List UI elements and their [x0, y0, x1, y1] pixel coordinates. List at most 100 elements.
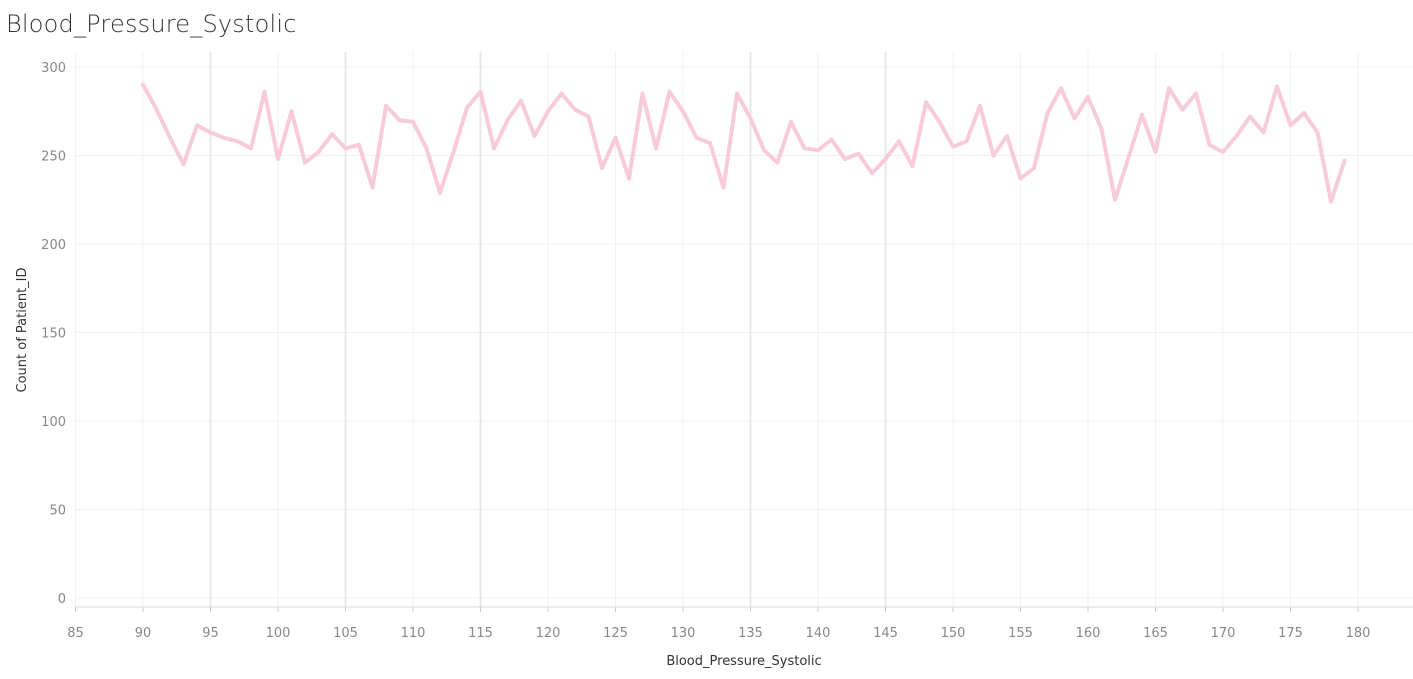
- data-point[interactable]: [1032, 165, 1036, 170]
- data-point[interactable]: [843, 157, 847, 161]
- data-point[interactable]: [1113, 197, 1117, 202]
- data-point[interactable]: [1086, 95, 1090, 100]
- data-point[interactable]: [1072, 116, 1077, 121]
- data-point[interactable]: [262, 89, 267, 94]
- data-point[interactable]: [1126, 155, 1131, 160]
- data-point[interactable]: [1194, 91, 1198, 96]
- data-point[interactable]: [1059, 86, 1063, 91]
- data-point[interactable]: [249, 146, 253, 151]
- chart-title: Blood_Pressure_Systolic: [6, 10, 297, 38]
- data-point[interactable]: [802, 146, 807, 151]
- data-point[interactable]: [586, 114, 591, 119]
- data-point[interactable]: [573, 107, 577, 112]
- data-point[interactable]: [222, 135, 226, 140]
- data-point[interactable]: [316, 150, 321, 154]
- data-point[interactable]: [208, 130, 213, 135]
- data-point[interactable]: [1153, 150, 1158, 154]
- data-point[interactable]: [154, 107, 159, 112]
- data-point[interactable]: [856, 151, 861, 156]
- data-point[interactable]: [910, 164, 915, 169]
- data-point[interactable]: [654, 146, 658, 151]
- data-point[interactable]: [600, 165, 604, 170]
- data-point[interactable]: [384, 103, 388, 108]
- data-point[interactable]: [451, 150, 456, 154]
- data-point[interactable]: [546, 109, 550, 114]
- data-point[interactable]: [1207, 142, 1212, 147]
- data-point[interactable]: [370, 185, 375, 190]
- data-point[interactable]: [330, 132, 334, 137]
- data-point[interactable]: [235, 139, 240, 144]
- data-point[interactable]: [276, 157, 280, 161]
- data-point[interactable]: [532, 134, 537, 138]
- x-tick-label: 170: [1211, 626, 1236, 641]
- data-point[interactable]: [478, 89, 483, 94]
- data-point[interactable]: [708, 141, 712, 146]
- data-point[interactable]: [168, 135, 172, 140]
- data-point[interactable]: [1140, 112, 1144, 117]
- data-point[interactable]: [735, 91, 739, 96]
- data-point[interactable]: [748, 116, 753, 121]
- data-point[interactable]: [681, 109, 685, 114]
- data-point[interactable]: [1099, 126, 1104, 131]
- data-point[interactable]: [762, 148, 766, 153]
- gridlines: [75, 52, 1413, 607]
- data-point[interactable]: [1018, 176, 1023, 181]
- data-point[interactable]: [303, 160, 307, 165]
- data-point[interactable]: [694, 135, 699, 140]
- data-point[interactable]: [1045, 111, 1050, 115]
- data-point[interactable]: [1288, 123, 1293, 128]
- data-point[interactable]: [1180, 107, 1185, 112]
- data-point[interactable]: [1329, 199, 1333, 204]
- data-point[interactable]: [870, 171, 874, 176]
- data-point[interactable]: [505, 118, 510, 123]
- y-tick-label: 100: [41, 415, 66, 430]
- data-point[interactable]: [559, 91, 564, 96]
- data-point[interactable]: [951, 144, 955, 149]
- data-point[interactable]: [195, 123, 199, 128]
- data-point[interactable]: [1234, 134, 1239, 138]
- data-point[interactable]: [465, 105, 469, 110]
- data-point[interactable]: [343, 146, 348, 151]
- data-point[interactable]: [1315, 130, 1320, 135]
- data-point[interactable]: [991, 153, 996, 158]
- data-point[interactable]: [1261, 130, 1266, 135]
- data-point[interactable]: [978, 103, 982, 108]
- data-point[interactable]: [1275, 84, 1279, 89]
- data-point[interactable]: [289, 109, 294, 114]
- data-point[interactable]: [883, 157, 888, 161]
- data-point[interactable]: [411, 119, 415, 124]
- data-point[interactable]: [492, 146, 496, 151]
- y-tick-label: 200: [41, 238, 66, 253]
- data-point[interactable]: [667, 89, 672, 94]
- data-point[interactable]: [924, 100, 928, 105]
- data-point[interactable]: [397, 118, 402, 123]
- data-point[interactable]: [438, 190, 442, 195]
- data-point[interactable]: [897, 139, 901, 144]
- x-tick-label: 85: [67, 626, 84, 641]
- data-point[interactable]: [1005, 134, 1009, 138]
- data-point[interactable]: [141, 82, 145, 87]
- data-point[interactable]: [816, 148, 820, 153]
- data-point[interactable]: [613, 135, 618, 140]
- data-point[interactable]: [181, 162, 186, 167]
- x-tick-label: 120: [536, 626, 561, 641]
- data-point[interactable]: [775, 160, 780, 165]
- data-point[interactable]: [1167, 86, 1171, 91]
- data-point[interactable]: [1342, 158, 1347, 163]
- data-point[interactable]: [964, 139, 969, 144]
- data-point[interactable]: [1248, 114, 1252, 119]
- data-point[interactable]: [1221, 150, 1225, 154]
- x-tick-label: 175: [1278, 626, 1303, 641]
- data-point[interactable]: [1302, 111, 1306, 115]
- data-point[interactable]: [627, 176, 631, 181]
- data-point[interactable]: [789, 119, 793, 124]
- data-point[interactable]: [424, 146, 429, 151]
- data-point[interactable]: [937, 119, 942, 124]
- data-point[interactable]: [357, 142, 361, 147]
- x-tick-label: 155: [1008, 626, 1033, 641]
- data-point[interactable]: [640, 91, 645, 96]
- data-point[interactable]: [829, 137, 834, 142]
- x-tick-label: 140: [806, 626, 831, 641]
- data-point[interactable]: [519, 98, 523, 103]
- data-point[interactable]: [721, 185, 726, 190]
